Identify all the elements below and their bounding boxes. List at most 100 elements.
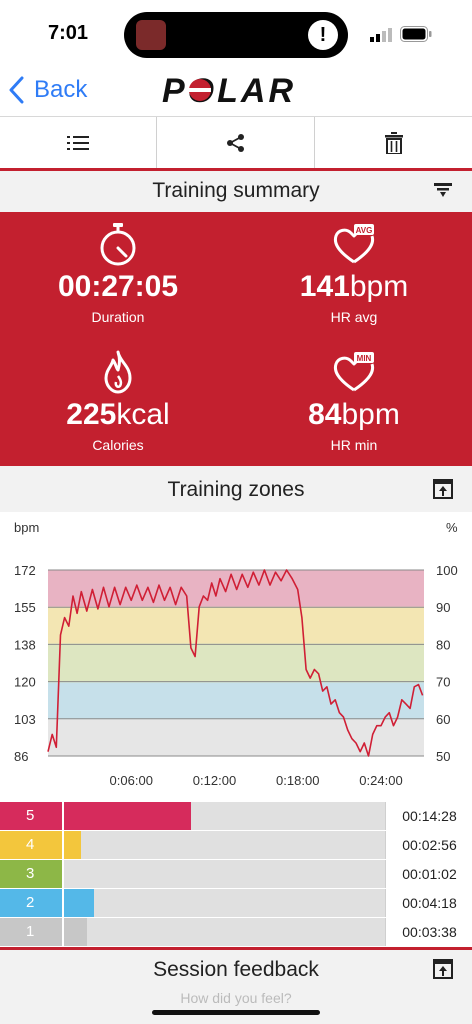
dynamic-island[interactable]: ! xyxy=(124,12,348,58)
polar-logo: POLAR xyxy=(162,72,296,110)
section-title: Training summary xyxy=(152,179,320,202)
section-title: Training zones xyxy=(167,478,305,501)
zone-number: 5 xyxy=(26,807,35,824)
y-tick-right: 50 xyxy=(436,749,450,764)
zone-grid-line xyxy=(62,802,64,950)
chevron-left-icon xyxy=(9,76,24,104)
stopwatch-icon xyxy=(100,223,136,266)
zone-bar xyxy=(0,831,81,859)
divider-accent xyxy=(0,947,472,950)
heart-min-icon: MIN xyxy=(333,352,375,392)
zone-number: 4 xyxy=(26,836,35,853)
live-activity-thumbnail xyxy=(136,20,166,50)
duration-label: Duration xyxy=(91,309,145,325)
hr-min-value: 84bpm xyxy=(308,398,400,431)
hr-min-label: HR min xyxy=(330,437,378,453)
x-tick: 0:12:00 xyxy=(193,773,236,788)
y-tick-right: 60 xyxy=(436,712,450,727)
zone-row-1: 1 00:03:38 xyxy=(0,918,472,946)
zone-band-1 xyxy=(48,719,424,756)
status-bar: 7:01 ! xyxy=(0,0,472,64)
training-summary-header[interactable]: Training summary xyxy=(0,171,472,211)
battery-icon xyxy=(400,26,432,42)
section-title: Session feedback xyxy=(153,958,319,981)
heart-rate-line xyxy=(47,569,424,757)
toolbar-divider xyxy=(156,117,157,169)
expand-icon[interactable] xyxy=(432,478,454,500)
y-tick-left: 120 xyxy=(14,675,36,690)
x-tick: 0:06:00 xyxy=(110,773,153,788)
back-label: Back xyxy=(34,76,88,103)
svg-text:MIN: MIN xyxy=(357,354,372,363)
hr-avg-label: HR avg xyxy=(330,309,378,325)
y-tick-right: 100 xyxy=(436,563,458,578)
y-tick-left: 103 xyxy=(14,712,36,727)
zone-breakdown: 5 00:14:28 4 00:02:56 3 00:01:02 2 00:04:18 1 00:… xyxy=(0,802,472,950)
zone-band-4 xyxy=(48,606,424,644)
hr-avg-metric: AVG 141bpm HR avg xyxy=(236,222,472,325)
zone-bar xyxy=(0,802,191,830)
home-indicator[interactable] xyxy=(152,1010,320,1015)
heart-rate-plot: 172 100 155 90 138 80 120 70 103 60 86 50 bpm % 0:06:0… xyxy=(14,520,458,788)
feedback-prompt: How did you feel? xyxy=(180,990,292,1006)
zone-band-3 xyxy=(48,643,424,683)
y-axis-label-right: % xyxy=(446,520,458,535)
y-tick-left: 86 xyxy=(14,749,28,764)
svg-text:AVG: AVG xyxy=(356,226,373,235)
list-button[interactable] xyxy=(0,117,156,169)
y-tick-left: 138 xyxy=(14,637,36,652)
zone-time: 00:01:02 xyxy=(385,860,472,888)
zone-bar xyxy=(0,918,87,946)
zone-number: 1 xyxy=(26,923,35,940)
filter-icon[interactable] xyxy=(432,179,454,201)
signal-icon xyxy=(370,28,392,42)
share-button[interactable] xyxy=(157,117,314,169)
back-button[interactable]: Back xyxy=(8,74,87,106)
delete-button[interactable] xyxy=(315,117,472,169)
zone-row-2: 2 00:04:18 xyxy=(0,889,472,917)
y-tick-right: 90 xyxy=(436,600,450,615)
y-axis-label-left: bpm xyxy=(14,520,39,535)
toolbar-divider xyxy=(314,117,315,169)
trash-icon xyxy=(384,132,403,154)
y-tick-right: 70 xyxy=(436,675,450,690)
zone-number: 3 xyxy=(26,865,35,882)
alert-icon: ! xyxy=(308,20,338,50)
zone-row-3: 3 00:01:02 xyxy=(0,860,472,888)
action-toolbar xyxy=(0,116,472,169)
duration-value: 00:27:05 xyxy=(57,270,179,303)
hr-min-metric: MIN 84bpm HR min xyxy=(236,350,472,453)
session-feedback-header[interactable]: Session feedback xyxy=(0,950,472,990)
expand-icon[interactable] xyxy=(432,958,454,980)
zone-band-2 xyxy=(48,682,424,720)
hr-avg-value: 141bpm xyxy=(299,270,409,303)
heart-rate-chart: 172 100 155 90 138 80 120 70 103 60 86 50 bpm% 0:06:0… xyxy=(0,512,472,802)
zone-time: 00:04:18 xyxy=(385,889,472,917)
svg-text:POLAR: POLAR xyxy=(162,72,296,110)
zone-row-4: 4 00:02:56 xyxy=(0,831,472,859)
zone-row-5: 5 00:14:28 xyxy=(0,802,472,830)
training-zones-header[interactable]: Training zones xyxy=(0,470,472,510)
list-icon xyxy=(67,136,89,150)
training-summary-panel: 00:27:05 Duration AVG 141bpm HR avg 225k… xyxy=(0,212,472,466)
heart-avg-icon: AVG xyxy=(333,224,375,264)
y-tick-left: 172 xyxy=(14,563,36,578)
status-time: 7:01 xyxy=(48,22,89,44)
share-icon xyxy=(226,134,244,152)
calories-metric: 225kcal Calories xyxy=(0,350,236,453)
nav-bar: Back POLAR xyxy=(0,64,472,116)
zone-bar xyxy=(0,889,94,917)
x-tick: 0:24:00 xyxy=(359,773,402,788)
y-tick-left: 155 xyxy=(14,600,36,615)
calories-value: 225kcal xyxy=(66,398,170,431)
zone-time: 00:14:28 xyxy=(385,802,472,830)
zone-bar xyxy=(0,860,62,888)
zone-time: 00:02:56 xyxy=(385,831,472,859)
x-tick: 0:18:00 xyxy=(276,773,319,788)
divider-accent xyxy=(0,168,472,171)
calories-label: Calories xyxy=(92,437,144,453)
duration-metric: 00:27:05 Duration xyxy=(0,222,236,325)
zone-number: 2 xyxy=(26,894,35,911)
zone-time: 00:03:38 xyxy=(385,918,472,946)
flame-icon xyxy=(104,350,132,394)
